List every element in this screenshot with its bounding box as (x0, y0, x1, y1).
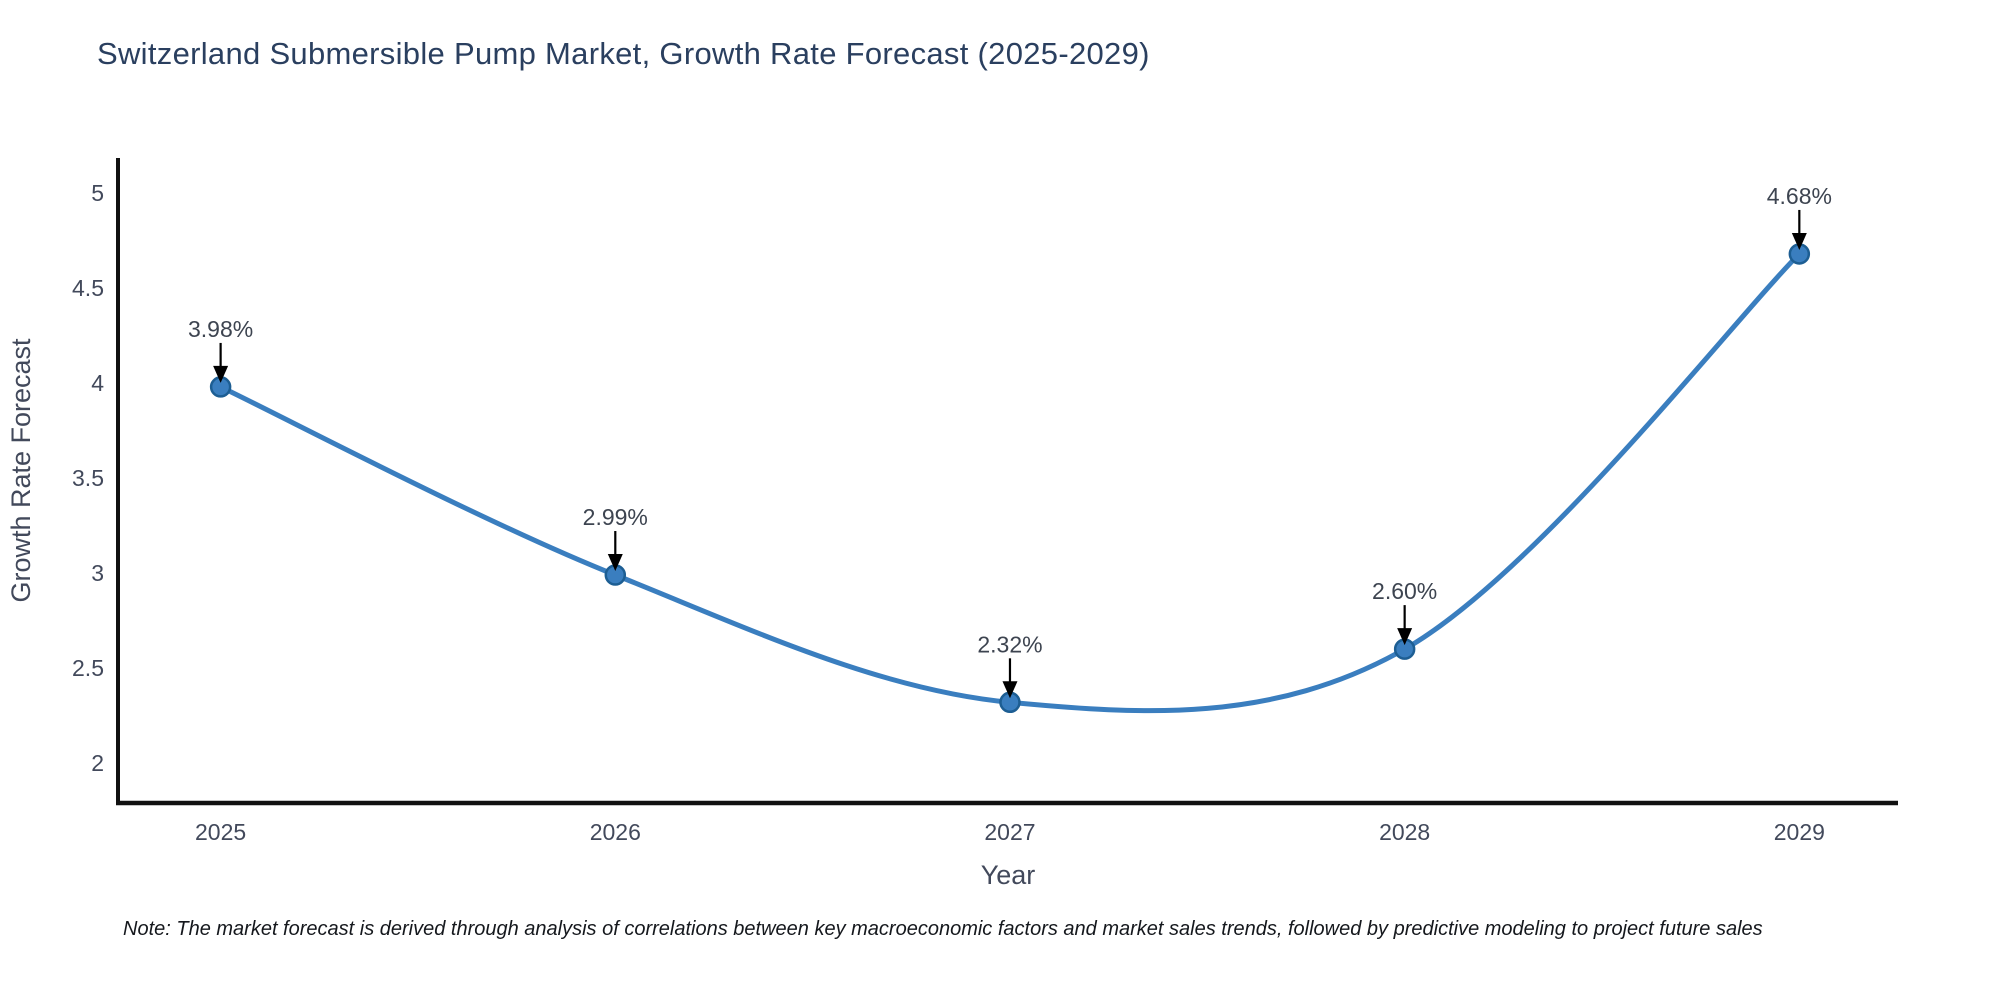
y-tick-label-2: 2 (91, 750, 104, 776)
y-tick-label-3.5: 3.5 (72, 465, 104, 491)
y-tick-label-5: 5 (91, 180, 104, 206)
x-tick-label-2025: 2025 (195, 819, 246, 845)
annotation-label-2026: 2.99% (583, 504, 648, 530)
annotation-label-2028: 2.60% (1372, 578, 1437, 604)
footnote: Note: The market forecast is derived thr… (123, 918, 1763, 940)
annotation-arrowhead-2025 (213, 365, 229, 383)
annotation-label-2029: 4.68% (1767, 183, 1832, 209)
y-axis-title: Growth Rate Forecast (6, 338, 36, 603)
x-tick-label-2029: 2029 (1774, 819, 1825, 845)
x-tick-label-2027: 2027 (984, 819, 1035, 845)
chart-title: Switzerland Submersible Pump Market, Gro… (97, 36, 1150, 71)
y-tick-label-4.5: 4.5 (72, 275, 104, 301)
annotation-arrowhead-2027 (1002, 681, 1018, 699)
annotation-arrowhead-2029 (1791, 232, 1807, 250)
x-tick-label-2028: 2028 (1379, 819, 1430, 845)
y-tick-label-4: 4 (91, 370, 104, 396)
y-tick-label-3: 3 (91, 560, 104, 586)
x-tick-label-2026: 2026 (590, 819, 641, 845)
annotation-arrowhead-2026 (607, 554, 623, 572)
y-tick-label-2.5: 2.5 (72, 655, 104, 681)
x-axis-title: Year (981, 860, 1036, 890)
annotation-arrowhead-2028 (1397, 628, 1413, 646)
annotation-label-2027: 2.32% (977, 631, 1042, 657)
annotation-label-2025: 3.98% (188, 316, 253, 342)
